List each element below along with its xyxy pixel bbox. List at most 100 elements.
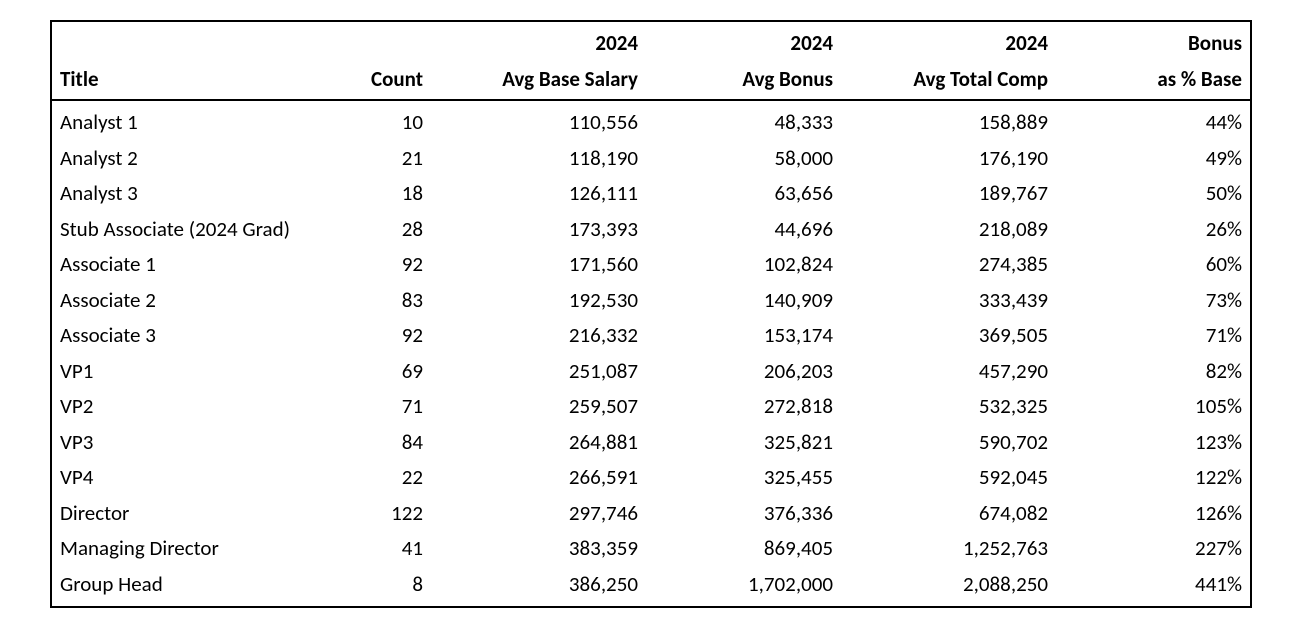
cell-avg_bonus: 869,405 — [646, 531, 841, 567]
cell-avg_base_salary: 266,591 — [431, 460, 646, 496]
table-row: Associate 192171,560102,824274,38560% — [51, 247, 1251, 283]
cell-avg_total_comp: 532,325 — [841, 389, 1056, 425]
table-body: Analyst 110110,55648,333158,88944%Analys… — [51, 100, 1251, 607]
cell-avg_total_comp: 158,889 — [841, 100, 1056, 141]
col-header-count-line1 — [326, 21, 431, 62]
cell-count: 41 — [326, 531, 431, 567]
cell-avg_base_salary: 386,250 — [431, 567, 646, 608]
cell-title: VP1 — [51, 354, 326, 390]
cell-count: 92 — [326, 318, 431, 354]
cell-avg_base_salary: 383,359 — [431, 531, 646, 567]
table-row: Stub Associate (2024 Grad)28173,39344,69… — [51, 212, 1251, 248]
cell-count: 92 — [326, 247, 431, 283]
cell-avg_base_salary: 118,190 — [431, 141, 646, 177]
table-row: VP384264,881325,821590,702123% — [51, 425, 1251, 461]
cell-bonus_pct_base: 73% — [1056, 283, 1251, 319]
cell-avg_bonus: 44,696 — [646, 212, 841, 248]
cell-avg_base_salary: 173,393 — [431, 212, 646, 248]
col-header-total: Avg Total Comp — [841, 62, 1056, 101]
table-row: Director122297,746376,336674,082126% — [51, 496, 1251, 532]
cell-bonus_pct_base: 26% — [1056, 212, 1251, 248]
cell-count: 21 — [326, 141, 431, 177]
table-row: Analyst 318126,11163,656189,76750% — [51, 176, 1251, 212]
cell-avg_bonus: 206,203 — [646, 354, 841, 390]
cell-count: 28 — [326, 212, 431, 248]
col-header-title-line1 — [51, 21, 326, 62]
cell-count: 8 — [326, 567, 431, 608]
cell-title: Associate 1 — [51, 247, 326, 283]
compensation-table: 2024 2024 2024 Bonus Title Count Avg Bas… — [50, 20, 1252, 608]
cell-bonus_pct_base: 227% — [1056, 531, 1251, 567]
cell-title: VP3 — [51, 425, 326, 461]
cell-title: Associate 3 — [51, 318, 326, 354]
cell-count: 84 — [326, 425, 431, 461]
cell-bonus_pct_base: 123% — [1056, 425, 1251, 461]
cell-bonus_pct_base: 441% — [1056, 567, 1251, 608]
cell-bonus_pct_base: 71% — [1056, 318, 1251, 354]
cell-avg_base_salary: 192,530 — [431, 283, 646, 319]
table-header: 2024 2024 2024 Bonus Title Count Avg Bas… — [51, 21, 1251, 100]
cell-count: 71 — [326, 389, 431, 425]
cell-avg_bonus: 58,000 — [646, 141, 841, 177]
cell-title: VP4 — [51, 460, 326, 496]
cell-count: 83 — [326, 283, 431, 319]
cell-title: Analyst 3 — [51, 176, 326, 212]
col-header-pct: as % Base — [1056, 62, 1251, 101]
cell-count: 22 — [326, 460, 431, 496]
cell-title: Managing Director — [51, 531, 326, 567]
cell-avg_total_comp: 274,385 — [841, 247, 1056, 283]
cell-avg_total_comp: 674,082 — [841, 496, 1056, 532]
cell-bonus_pct_base: 126% — [1056, 496, 1251, 532]
table-row: Managing Director41383,359869,4051,252,7… — [51, 531, 1251, 567]
col-header-base: Avg Base Salary — [431, 62, 646, 101]
col-header-base-line1: 2024 — [431, 21, 646, 62]
table-row: Associate 283192,530140,909333,43973% — [51, 283, 1251, 319]
table-row: Analyst 110110,55648,333158,88944% — [51, 100, 1251, 141]
cell-bonus_pct_base: 60% — [1056, 247, 1251, 283]
cell-avg_total_comp: 1,252,763 — [841, 531, 1056, 567]
cell-avg_base_salary: 216,332 — [431, 318, 646, 354]
cell-title: Director — [51, 496, 326, 532]
table-row: Analyst 221118,19058,000176,19049% — [51, 141, 1251, 177]
cell-avg_bonus: 48,333 — [646, 100, 841, 141]
cell-bonus_pct_base: 44% — [1056, 100, 1251, 141]
cell-avg_bonus: 153,174 — [646, 318, 841, 354]
cell-avg_base_salary: 126,111 — [431, 176, 646, 212]
col-header-pct-line1: Bonus — [1056, 21, 1251, 62]
table-row: Group Head8386,2501,702,0002,088,250441% — [51, 567, 1251, 608]
cell-avg_base_salary: 171,560 — [431, 247, 646, 283]
cell-avg_bonus: 102,824 — [646, 247, 841, 283]
cell-avg_total_comp: 218,089 — [841, 212, 1056, 248]
cell-avg_total_comp: 176,190 — [841, 141, 1056, 177]
table-row: VP169251,087206,203457,29082% — [51, 354, 1251, 390]
cell-title: VP2 — [51, 389, 326, 425]
cell-avg_total_comp: 333,439 — [841, 283, 1056, 319]
cell-avg_bonus: 325,821 — [646, 425, 841, 461]
cell-avg_total_comp: 590,702 — [841, 425, 1056, 461]
cell-avg_base_salary: 264,881 — [431, 425, 646, 461]
cell-avg_total_comp: 457,290 — [841, 354, 1056, 390]
cell-avg_total_comp: 369,505 — [841, 318, 1056, 354]
cell-title: Associate 2 — [51, 283, 326, 319]
cell-avg_total_comp: 592,045 — [841, 460, 1056, 496]
col-header-total-line1: 2024 — [841, 21, 1056, 62]
cell-avg_bonus: 140,909 — [646, 283, 841, 319]
cell-avg_bonus: 272,818 — [646, 389, 841, 425]
cell-title: Stub Associate (2024 Grad) — [51, 212, 326, 248]
col-header-title: Title — [51, 62, 326, 101]
cell-avg_total_comp: 189,767 — [841, 176, 1056, 212]
cell-title: Analyst 1 — [51, 100, 326, 141]
cell-avg_bonus: 63,656 — [646, 176, 841, 212]
cell-avg_bonus: 325,455 — [646, 460, 841, 496]
table-row: Associate 392216,332153,174369,50571% — [51, 318, 1251, 354]
cell-count: 122 — [326, 496, 431, 532]
cell-avg_total_comp: 2,088,250 — [841, 567, 1056, 608]
cell-title: Group Head — [51, 567, 326, 608]
cell-avg_base_salary: 297,746 — [431, 496, 646, 532]
cell-bonus_pct_base: 49% — [1056, 141, 1251, 177]
cell-count: 69 — [326, 354, 431, 390]
cell-title: Analyst 2 — [51, 141, 326, 177]
cell-bonus_pct_base: 105% — [1056, 389, 1251, 425]
cell-avg_bonus: 376,336 — [646, 496, 841, 532]
col-header-count: Count — [326, 62, 431, 101]
